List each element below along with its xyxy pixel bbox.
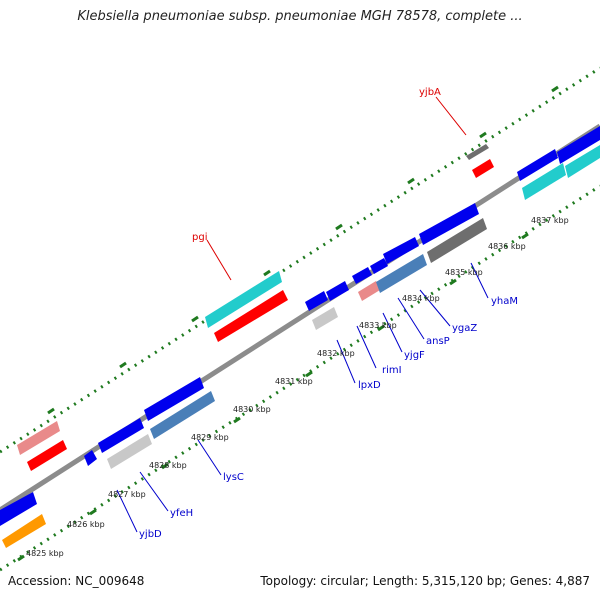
gene-block-left[interactable] xyxy=(17,421,67,471)
scale-label: 4831 kbp xyxy=(275,377,313,386)
outer-tick-track xyxy=(0,66,600,454)
scale-label: 4836 kbp xyxy=(488,242,526,251)
inner-genes[interactable] xyxy=(0,203,487,548)
scale-label: 4827 kbp xyxy=(108,490,146,499)
gene-label[interactable]: lpxD xyxy=(358,380,381,391)
scale-label: 4829 kbp xyxy=(191,433,229,442)
gene-label[interactable]: yjbA xyxy=(419,87,441,98)
major-ticks xyxy=(17,85,559,562)
gene-pgi[interactable] xyxy=(205,271,288,342)
callout-lines xyxy=(116,96,489,533)
accession-text: Accession: NC_009648 xyxy=(8,574,145,588)
scale-label: 4833 kbp xyxy=(359,321,397,330)
scale-label: 4828 kbp xyxy=(149,461,187,470)
gene-block-right[interactable] xyxy=(517,126,600,200)
inner-tick-track xyxy=(0,184,600,572)
gene-label[interactable]: yjbD xyxy=(139,529,162,540)
topology-text: Topology: circular; Length: 5,315,120 bp… xyxy=(260,574,590,588)
scale-label: 4837 kbp xyxy=(531,216,569,225)
gene-label[interactable]: lysC xyxy=(223,472,244,483)
scale-label: 4835 kbp xyxy=(445,268,483,277)
scale-label: 4825 kbp xyxy=(26,549,64,558)
gene-label[interactable]: ansP xyxy=(426,336,450,347)
gene-label[interactable]: yjgF xyxy=(404,350,425,361)
gene-label[interactable]: yhaM xyxy=(491,296,518,307)
gene-label[interactable]: pgi xyxy=(192,232,207,243)
scale-label: 4830 kbp xyxy=(233,405,271,414)
gene-label[interactable]: ygaZ xyxy=(452,323,477,334)
scale-labels: 4825 kbp 4826 kbp 4827 kbp 4828 kbp 4829… xyxy=(26,216,569,558)
gene-labels: yjbA pgi yhaM ygaZ ansP yjgF rimI lpxD l… xyxy=(139,87,518,540)
gene-label[interactable]: yfeH xyxy=(170,508,193,519)
scale-label: 4832 kbp xyxy=(317,349,355,358)
map-title: Klebsiella pneumoniae subsp. pneumoniae … xyxy=(77,9,523,24)
scale-label: 4826 kbp xyxy=(67,520,105,529)
gene-yjbA[interactable] xyxy=(466,144,494,178)
scale-label: 4834 kbp xyxy=(402,294,440,303)
gene-label[interactable]: rimI xyxy=(382,365,402,376)
